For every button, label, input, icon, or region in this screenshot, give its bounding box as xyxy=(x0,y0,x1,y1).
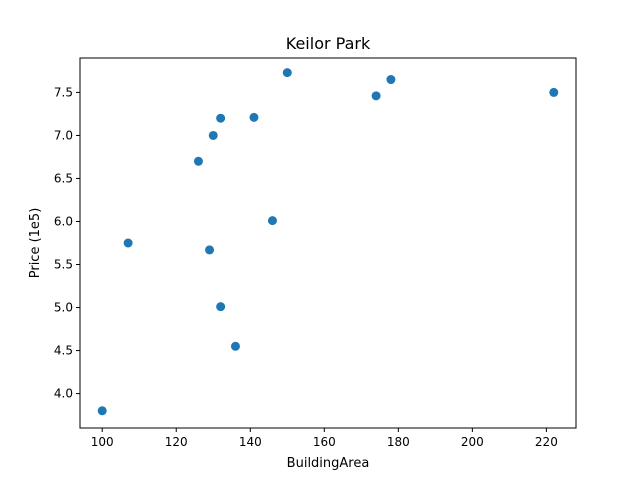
x-axis-label: BuildingArea xyxy=(287,456,370,471)
y-tick-label: 4.5 xyxy=(54,344,73,358)
data-point xyxy=(193,156,203,166)
y-tick-label: 7.5 xyxy=(54,85,73,99)
x-tick-label: 160 xyxy=(313,435,336,449)
y-tick-label: 6.0 xyxy=(54,214,73,228)
y-axis-label: Price (1e5) xyxy=(28,208,43,279)
y-tick-label: 5.0 xyxy=(54,301,73,315)
y-tick-label: 6.5 xyxy=(54,171,73,185)
y-axis: 4.0 4.5 5.0 5.5 6.0 6.5 7.0 7.5 xyxy=(54,85,80,401)
data-point xyxy=(216,302,226,312)
data-point xyxy=(230,341,240,351)
data-point xyxy=(97,406,107,416)
data-point xyxy=(371,91,381,101)
data-point xyxy=(386,75,396,85)
x-tick-label: 220 xyxy=(535,435,558,449)
data-points xyxy=(97,68,559,416)
data-point xyxy=(208,130,218,140)
y-tick-label: 5.5 xyxy=(54,258,73,272)
data-point xyxy=(549,87,559,97)
data-point xyxy=(205,245,215,255)
data-point xyxy=(249,112,259,122)
x-axis: 100 120 140 160 180 200 220 xyxy=(91,428,558,449)
plot-frame xyxy=(79,57,577,429)
x-tick-label: 180 xyxy=(387,435,410,449)
x-tick-label: 100 xyxy=(91,435,114,449)
data-point xyxy=(282,68,292,78)
y-tick-label: 7.0 xyxy=(54,128,73,142)
y-tick-label: 4.0 xyxy=(54,387,73,401)
x-tick-label: 140 xyxy=(239,435,262,449)
x-tick-label: 200 xyxy=(461,435,484,449)
chart-title: Keilor Park xyxy=(286,34,371,53)
data-point xyxy=(216,113,226,123)
x-tick-label: 120 xyxy=(165,435,188,449)
data-point xyxy=(123,238,133,248)
data-point xyxy=(267,216,277,226)
